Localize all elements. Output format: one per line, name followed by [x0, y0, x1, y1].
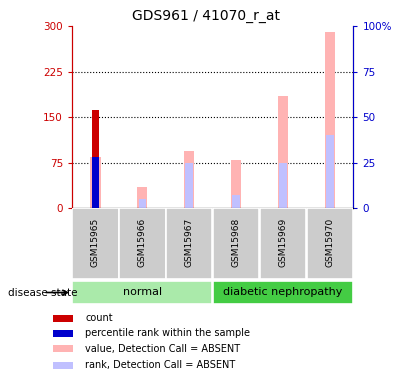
Text: rank, Detection Call = ABSENT: rank, Detection Call = ABSENT [85, 360, 236, 370]
Bar [232, 195, 240, 208]
Text: GSM15967: GSM15967 [185, 218, 194, 267]
Bar [213, 208, 259, 279]
Bar [279, 163, 287, 208]
Text: GSM15965: GSM15965 [91, 218, 100, 267]
Bar [53, 330, 73, 337]
Bar [53, 345, 73, 352]
Bar [72, 280, 212, 304]
Bar [166, 208, 212, 279]
Bar [90, 157, 101, 208]
Bar [184, 150, 194, 208]
Text: disease state: disease state [8, 288, 78, 298]
Text: GSM15970: GSM15970 [326, 218, 335, 267]
Text: percentile rank within the sample: percentile rank within the sample [85, 328, 250, 338]
Bar [53, 362, 73, 369]
Text: GSM15968: GSM15968 [232, 218, 241, 267]
Bar [213, 280, 353, 304]
Bar [137, 187, 148, 208]
Text: normal: normal [123, 287, 162, 297]
Bar [325, 32, 335, 208]
Bar [139, 199, 146, 208]
Bar [92, 157, 99, 208]
Text: value, Detection Call = ABSENT: value, Detection Call = ABSENT [85, 344, 240, 354]
Bar [119, 208, 166, 279]
Text: GSM15966: GSM15966 [138, 218, 147, 267]
Bar [231, 160, 241, 208]
Bar [92, 157, 99, 208]
Bar [53, 315, 73, 322]
Bar [278, 96, 288, 208]
Bar [185, 163, 193, 208]
Bar [326, 135, 334, 208]
Text: GDS961 / 41070_r_at: GDS961 / 41070_r_at [132, 9, 279, 23]
Bar [307, 208, 353, 279]
Text: GSM15969: GSM15969 [279, 218, 288, 267]
Bar [92, 110, 99, 208]
Text: count: count [85, 313, 113, 323]
Text: diabetic nephropathy: diabetic nephropathy [224, 287, 343, 297]
Bar [260, 208, 306, 279]
Bar [72, 208, 119, 279]
